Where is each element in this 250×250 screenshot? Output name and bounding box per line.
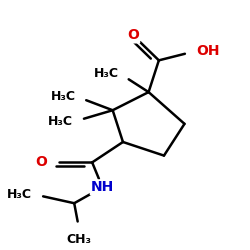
Text: H₃C: H₃C — [50, 90, 76, 103]
Text: NH: NH — [91, 180, 114, 194]
Text: CH₃: CH₃ — [67, 233, 92, 246]
Text: OH: OH — [196, 44, 220, 58]
Text: H₃C: H₃C — [94, 68, 119, 80]
Text: H₃C: H₃C — [48, 115, 73, 128]
Text: H₃C: H₃C — [7, 188, 32, 201]
Text: O: O — [127, 28, 139, 42]
Text: O: O — [36, 156, 47, 170]
